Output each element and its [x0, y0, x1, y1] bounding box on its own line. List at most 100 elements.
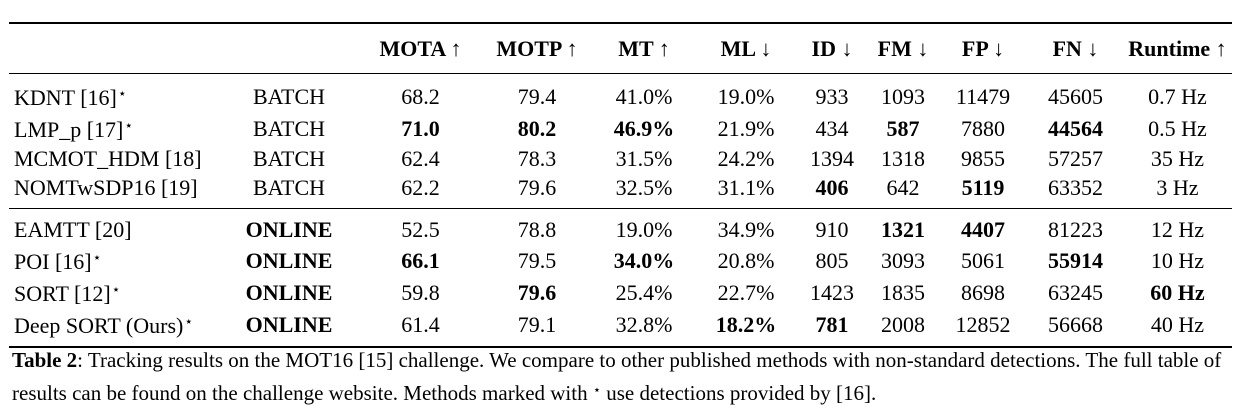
- metric-cell: 40 Hz: [1150, 311, 1205, 337]
- metric-cell: 7880: [961, 115, 1005, 141]
- mode-cell: ONLINE: [245, 311, 333, 337]
- metric-cell: 0.7 Hz: [1148, 83, 1207, 109]
- method-name: LMP_p [17]: [14, 117, 124, 142]
- method-name-cell: SORT [12]⋆: [9, 276, 219, 308]
- mode-cell: ONLINE: [245, 247, 333, 273]
- mode-cell: BATCH: [252, 115, 326, 141]
- metric-cell: 79.4: [517, 83, 557, 109]
- metric-cell: 22.7%: [717, 279, 775, 305]
- metric-cell: 781: [815, 311, 849, 337]
- metric-cell: 56668: [1048, 311, 1103, 337]
- metric-cell: 933: [815, 83, 849, 109]
- metric-cell: 66.1: [401, 247, 440, 273]
- metric-cell: 62.2: [401, 175, 440, 200]
- metric-cell: 4407: [961, 217, 1005, 242]
- table-caption: Table 2: Tracking results on the MOT16 […: [12, 346, 1232, 408]
- metric-cell: 79.6: [517, 279, 557, 305]
- batch-methods-group: KDNT [16]⋆ BATCH 68.2 79.4 41.0% 19.0% 933 1093…: [9, 74, 1232, 209]
- metric-cell: 11479: [955, 83, 1011, 109]
- metric-cell: 5119: [961, 175, 1005, 200]
- method-name: SORT [12]: [14, 281, 111, 306]
- method-name-cell: LMP_p [17]⋆: [9, 112, 219, 144]
- metric-cell: 9855: [961, 146, 1005, 171]
- star-marker: ⋆: [124, 119, 134, 134]
- metric-cell: 8698: [961, 279, 1005, 305]
- metric-cell: 1093: [881, 83, 925, 109]
- metric-cell: 12 Hz: [1150, 217, 1205, 242]
- method-name: NOMTwSDP16 [19]: [14, 175, 198, 200]
- metric-cell: 81223: [1048, 217, 1103, 242]
- metric-cell: 79.6: [517, 175, 557, 200]
- method-name: POI [16]: [14, 249, 92, 274]
- metric-cell: 71.0: [401, 115, 440, 141]
- method-name: EAMTT [20]: [14, 217, 132, 242]
- caption-text-1: : Tracking results on the MOT16 [15] cha…: [12, 348, 1222, 405]
- method-name-cell: NOMTwSDP16 [19]: [9, 173, 219, 209]
- metric-cell: 20.8%: [717, 247, 775, 273]
- metric-cell: 19.0%: [717, 83, 775, 109]
- mode-cell: BATCH: [252, 83, 326, 109]
- metric-cell: 68.2: [401, 83, 440, 109]
- method-name-cell: Deep SORT (Ours)⋆: [9, 308, 219, 347]
- metric-cell: 3093: [881, 247, 925, 273]
- header-mode: [219, 23, 359, 74]
- metric-cell: 10 Hz: [1150, 247, 1205, 273]
- metric-cell: 805: [815, 247, 849, 273]
- header-ml: ML ↓: [720, 36, 772, 61]
- metric-cell: 62.4: [401, 146, 440, 171]
- metric-cell: 1394: [810, 146, 854, 171]
- table-row: EAMTT [20] ONLINE 52.5 78.8 19.0% 34.9% 910 132…: [9, 209, 1232, 245]
- header-runtime: Runtime ↑: [1128, 36, 1227, 61]
- header-fm: FM ↓: [877, 36, 929, 61]
- metric-cell: 78.8: [517, 217, 557, 242]
- table-row: MCMOT_HDM [18] BATCH 62.4 78.3 31.5% 24.2% 139…: [9, 144, 1232, 173]
- method-name-cell: POI [16]⋆: [9, 244, 219, 276]
- metric-cell: 19.0%: [615, 217, 673, 242]
- metric-cell: 79.1: [517, 311, 557, 337]
- metric-cell: 61.4: [401, 311, 440, 337]
- metric-cell: 31.1%: [717, 175, 775, 200]
- metric-cell: 46.9%: [613, 115, 675, 141]
- mode-cell: BATCH: [252, 146, 326, 171]
- header-motp: MOTP ↑: [496, 36, 578, 61]
- star-marker: ⋆: [184, 315, 194, 330]
- mode-cell: ONLINE: [245, 217, 333, 242]
- results-table-container: MOTA ↑ MOTP ↑ MT ↑ ML ↓ ID ↓ FM ↓ FP ↓ F…: [9, 22, 1232, 348]
- metric-cell: 1321: [881, 217, 925, 242]
- header-fn: FN ↓: [1052, 36, 1099, 61]
- caption-label: Table 2: [12, 348, 78, 372]
- method-name-cell: EAMTT [20]: [9, 209, 219, 245]
- metric-cell: 434: [815, 115, 849, 141]
- caption-star-marker: ⋆: [592, 382, 601, 397]
- header-fp: FP ↓: [961, 36, 1005, 61]
- header-method: [9, 23, 219, 74]
- metric-cell: 31.5%: [615, 146, 673, 171]
- table-row: LMP_p [17]⋆ BATCH 71.0 80.2 46.9% 21.9% 434 587…: [9, 112, 1232, 144]
- method-name-cell: MCMOT_HDM [18]: [9, 144, 219, 173]
- metric-cell: 34.9%: [717, 217, 775, 242]
- metric-cell: 1835: [881, 279, 925, 305]
- metric-cell: 3 Hz: [1156, 175, 1199, 200]
- metric-cell: 59.8: [401, 279, 440, 305]
- table-row: SORT [12]⋆ ONLINE 59.8 79.6 25.4% 22.7% 1423 18…: [9, 276, 1232, 308]
- online-methods-group: EAMTT [20] ONLINE 52.5 78.8 19.0% 34.9% 910 132…: [9, 208, 1232, 347]
- metric-cell: 32.5%: [615, 175, 673, 200]
- metric-cell: 21.9%: [717, 115, 775, 141]
- metric-cell: 2008: [881, 311, 925, 337]
- method-name-cell: KDNT [16]⋆: [9, 74, 219, 113]
- metric-cell: 24.2%: [717, 146, 775, 171]
- metric-cell: 55914: [1048, 247, 1103, 273]
- header-id: ID ↓: [811, 36, 853, 61]
- header-row: MOTA ↑ MOTP ↑ MT ↑ ML ↓ ID ↓ FM ↓ FP ↓ F…: [9, 23, 1232, 74]
- star-marker: ⋆: [111, 283, 121, 298]
- metric-cell: 52.5: [401, 217, 440, 242]
- metric-cell: 406: [815, 175, 849, 200]
- metric-cell: 44564: [1048, 115, 1103, 141]
- metric-cell: 910: [815, 217, 849, 242]
- mode-cell: BATCH: [252, 175, 326, 200]
- method-name: MCMOT_HDM [18]: [14, 146, 202, 171]
- metric-cell: 63245: [1048, 279, 1103, 305]
- header-mt: MT ↑: [618, 36, 670, 61]
- method-name: Deep SORT (Ours): [14, 313, 184, 338]
- metric-cell: 642: [886, 175, 920, 200]
